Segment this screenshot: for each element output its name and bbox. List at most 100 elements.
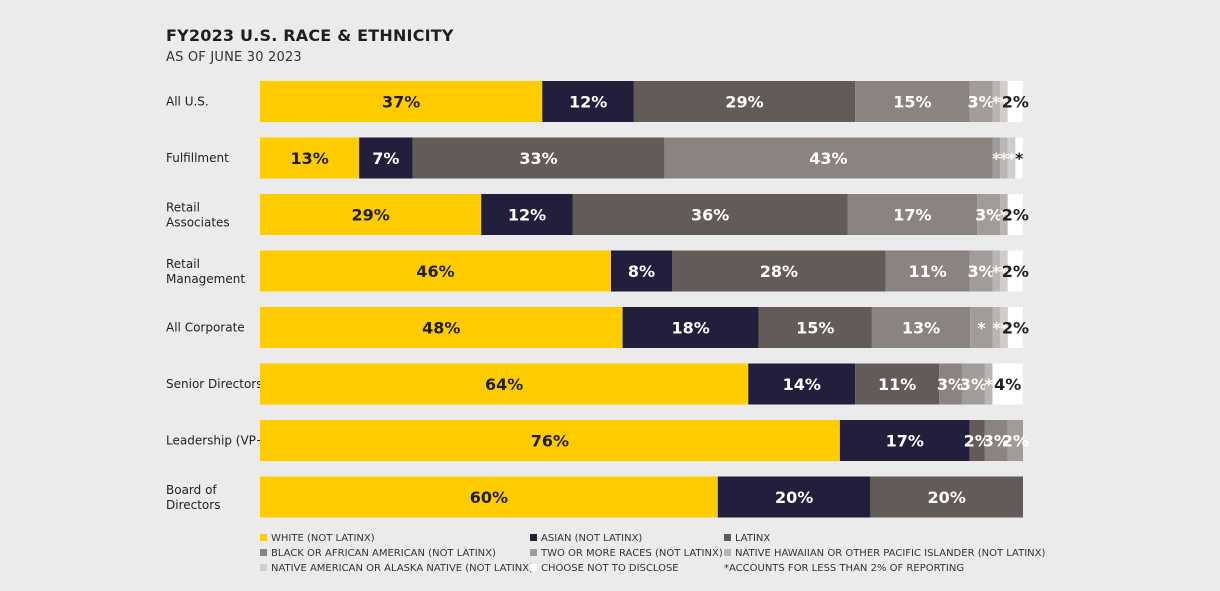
data-label: * bbox=[1000, 262, 1009, 281]
legend-swatch bbox=[530, 564, 537, 571]
legend-item: LATINX bbox=[724, 533, 770, 544]
bar-segment-nhopi bbox=[984, 363, 993, 405]
data-label: 13% bbox=[290, 149, 328, 168]
bar-segment-black bbox=[664, 137, 993, 179]
legend-swatch bbox=[530, 534, 537, 541]
data-label: 64% bbox=[485, 375, 523, 394]
legend-swatch bbox=[530, 549, 537, 556]
bar-segment-two_or_more bbox=[970, 307, 993, 348]
data-label: 2% bbox=[964, 432, 991, 451]
bar-segment-asian bbox=[748, 363, 856, 405]
legend-label: NATIVE AMERICAN OR ALASKA NATIVE (NOT LA… bbox=[271, 563, 533, 574]
row-label: Retail Management bbox=[166, 257, 245, 286]
bar-row: All U.S. 37% 12% 29% 15% 3%* *2% bbox=[166, 81, 1029, 122]
row-label: All U.S. bbox=[166, 95, 209, 109]
bar-segment-two_or_more bbox=[961, 363, 985, 405]
bar-segment-native_american bbox=[1000, 307, 1008, 348]
bar-segment-black bbox=[885, 250, 970, 292]
legend-item: NATIVE AMERICAN OR ALASKA NATIVE (NOT LA… bbox=[260, 563, 533, 574]
bar-segment-white bbox=[260, 363, 749, 405]
bar-row: Senior Directors 64% 14% 11% 3%3%* 4% bbox=[166, 363, 1023, 405]
bar-segment-nhopi bbox=[1000, 137, 1008, 179]
bar-row: Board of Directors 60% 20% 20% bbox=[166, 476, 1023, 518]
bar-segment-latinx bbox=[855, 363, 940, 405]
bar-segment-asian bbox=[622, 307, 759, 348]
footnote: *ACCOUNTS FOR LESS THAN 2% OF REPORTING bbox=[724, 563, 964, 574]
legend-label: CHOOSE NOT TO DISCLOSE bbox=[541, 563, 679, 574]
data-label: * bbox=[1007, 149, 1016, 168]
bar-segment-not_disclose bbox=[1007, 81, 1023, 122]
bar-segment-asian bbox=[542, 81, 634, 122]
bar-segment-asian bbox=[839, 420, 970, 461]
data-label: 3% bbox=[983, 432, 1010, 451]
legend-item: CHOOSE NOT TO DISCLOSE bbox=[530, 563, 679, 574]
bar-segment-nhopi bbox=[992, 307, 1001, 348]
bar-segment-asian bbox=[481, 194, 573, 235]
legend-item: ASIAN (NOT LATINX) bbox=[530, 533, 642, 544]
data-label: 48% bbox=[422, 319, 460, 338]
data-label: * bbox=[1000, 319, 1009, 338]
data-label: * bbox=[977, 319, 986, 338]
data-label: 2% bbox=[1002, 262, 1029, 281]
data-label: 13% bbox=[902, 319, 940, 338]
data-label: * bbox=[992, 262, 1001, 281]
bar-segment-black bbox=[855, 81, 970, 122]
row-label: Leadership (VP+) bbox=[166, 434, 271, 448]
bar-segment-asian bbox=[359, 137, 413, 179]
bar-segment-white bbox=[260, 81, 543, 122]
data-label: 18% bbox=[671, 319, 709, 338]
bar-row: Fulfillment 13% 7% 33% 43% * * * * bbox=[166, 137, 1024, 179]
data-label: 15% bbox=[893, 93, 931, 112]
bar-segment-white bbox=[260, 250, 611, 292]
row-label: Retail Associates bbox=[166, 201, 230, 230]
bar-segment-native_american bbox=[1000, 250, 1008, 292]
bar-segment-latinx bbox=[633, 81, 856, 122]
bar-segment-asian bbox=[610, 250, 673, 292]
data-label: * bbox=[984, 375, 993, 394]
data-label: 20% bbox=[775, 488, 813, 507]
bar-segment-white bbox=[260, 476, 718, 518]
data-label: * bbox=[1000, 93, 1009, 112]
data-label: 20% bbox=[928, 488, 966, 507]
bar-segment-two_or_more bbox=[969, 81, 993, 122]
legend-label: TWO OR MORE RACES (NOT LATINX) bbox=[540, 548, 723, 559]
data-label: 60% bbox=[470, 488, 508, 507]
legend-swatch bbox=[260, 564, 267, 571]
data-label: 17% bbox=[886, 432, 924, 451]
bar-segment-black bbox=[871, 307, 971, 348]
data-label: * bbox=[1000, 206, 1009, 225]
data-label: 14% bbox=[783, 375, 821, 394]
bar-segment-latinx bbox=[672, 250, 886, 292]
data-label: 2% bbox=[1002, 319, 1029, 338]
bar-segment-latinx bbox=[969, 420, 985, 461]
data-label: * bbox=[992, 149, 1001, 168]
data-label: 3% bbox=[937, 375, 964, 394]
bar-segment-white bbox=[260, 137, 360, 179]
data-label: 17% bbox=[893, 206, 931, 225]
data-label: * bbox=[992, 319, 1001, 338]
bar-segment-two_or_more bbox=[1007, 420, 1023, 461]
row-label: Fulfillment bbox=[166, 151, 229, 165]
bar-segment-not_disclose bbox=[1015, 137, 1023, 179]
bar-segment-black bbox=[984, 420, 1008, 461]
bar-segment-nhopi bbox=[1000, 194, 1008, 235]
legend-swatch bbox=[260, 549, 267, 556]
data-label: 2% bbox=[1002, 432, 1029, 451]
bar-segment-native_american bbox=[1007, 137, 1016, 179]
chart-rows: All U.S. 37% 12% 29% 15% 3%* *2% Fulfillment 13%… bbox=[166, 81, 1029, 518]
legend-label: ASIAN (NOT LATINX) bbox=[541, 533, 642, 544]
data-label: 4% bbox=[994, 375, 1021, 394]
bar-segment-not_disclose bbox=[1007, 194, 1023, 235]
bar-segment-not_disclose bbox=[992, 363, 1023, 405]
data-label: 11% bbox=[908, 262, 946, 281]
bar-segment-latinx bbox=[572, 194, 848, 235]
data-label: 3% bbox=[960, 375, 987, 394]
data-label: 33% bbox=[519, 149, 557, 168]
legend-label: LATINX bbox=[735, 533, 770, 544]
legend-item: NATIVE HAWAIIAN OR OTHER PACIFIC ISLANDE… bbox=[724, 548, 1045, 559]
data-label: 3% bbox=[967, 262, 994, 281]
bar-segment-native_american bbox=[1000, 81, 1008, 122]
chart-legend: WHITE (NOT LATINX) ASIAN (NOT LATINX) LATI… bbox=[260, 533, 1045, 574]
bar-segment-not_disclose bbox=[1007, 307, 1023, 348]
